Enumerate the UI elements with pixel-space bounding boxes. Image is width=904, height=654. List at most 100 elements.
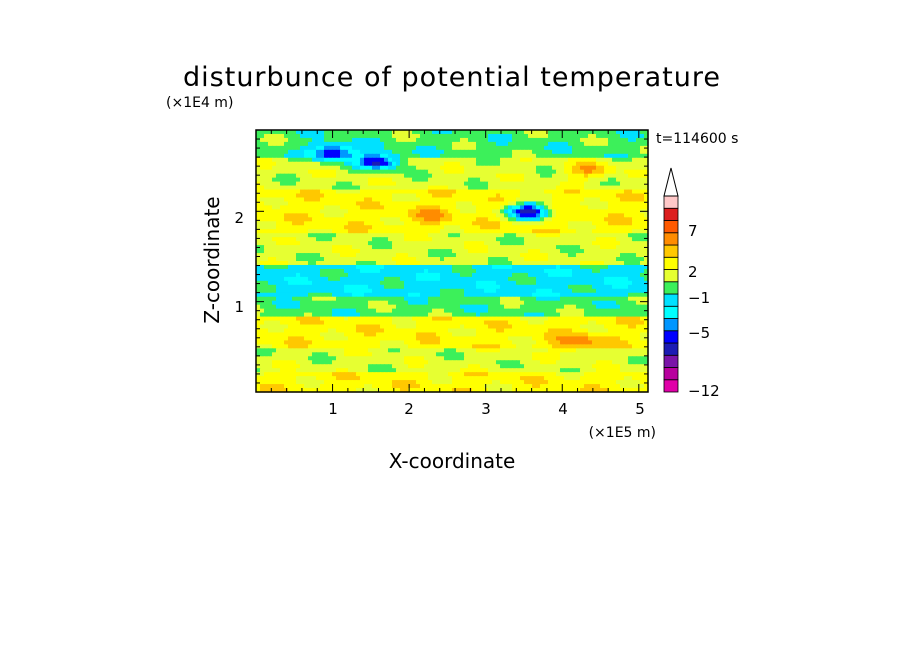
field-cell	[536, 249, 541, 254]
field-cell	[284, 304, 289, 310]
field-cell	[480, 201, 485, 207]
field-cell	[468, 312, 473, 318]
field-cell	[328, 217, 333, 222]
field-cell	[412, 209, 417, 214]
field-cell	[576, 320, 581, 326]
field-cell	[640, 153, 645, 159]
field-cell	[372, 292, 377, 298]
field-cell	[424, 245, 429, 250]
field-cell	[400, 173, 405, 179]
field-cell	[348, 264, 353, 270]
field-cell	[280, 201, 285, 207]
field-cell	[272, 308, 277, 314]
field-cell	[260, 141, 265, 147]
field-cell	[260, 221, 265, 226]
field-cell	[500, 241, 505, 246]
field-cell	[624, 276, 629, 282]
field-cell	[256, 201, 261, 207]
field-cell	[344, 320, 349, 326]
field-cell	[272, 280, 277, 286]
field-cell	[532, 300, 537, 306]
field-cell	[632, 300, 637, 306]
field-cell	[596, 264, 601, 270]
field-cell	[464, 197, 469, 203]
field-cell	[284, 308, 289, 314]
field-cell	[344, 304, 349, 310]
field-cell	[520, 328, 525, 334]
field-cell	[304, 229, 309, 234]
field-cell	[584, 296, 589, 302]
field-cell	[620, 324, 625, 330]
field-cell	[548, 284, 553, 290]
field-cell	[640, 229, 645, 234]
field-cell	[460, 261, 465, 266]
field-cell	[620, 181, 625, 187]
field-cell	[376, 221, 381, 226]
field-cell	[312, 165, 317, 171]
field-cell	[268, 288, 273, 294]
field-cell	[524, 328, 529, 334]
field-cell	[624, 233, 629, 238]
field-cell	[308, 316, 313, 322]
field-cell	[544, 253, 549, 258]
field-cell	[364, 193, 369, 199]
field-cell	[596, 141, 601, 147]
field-cell	[540, 292, 545, 298]
field-cell	[268, 225, 273, 230]
field-cell	[528, 296, 533, 302]
field-cell	[576, 229, 581, 234]
field-cell	[400, 320, 405, 326]
field-cell	[552, 193, 557, 199]
field-cell	[380, 130, 385, 135]
field-cell	[408, 193, 413, 199]
field-cell	[292, 312, 297, 318]
field-cell	[544, 237, 549, 242]
field-cell	[592, 264, 597, 270]
field-cell	[340, 197, 345, 203]
field-cell	[636, 229, 641, 234]
field-cell	[604, 181, 609, 187]
field-cell	[520, 185, 525, 191]
field-cell	[460, 173, 465, 179]
field-cell	[524, 133, 529, 139]
field-cell	[632, 312, 637, 318]
field-cell	[260, 161, 265, 167]
field-cell	[436, 296, 441, 302]
field-cell	[268, 312, 273, 318]
field-cell	[324, 257, 329, 262]
field-cell	[260, 229, 265, 234]
field-cell	[604, 149, 609, 155]
field-cell	[524, 312, 529, 318]
field-cell	[456, 161, 461, 167]
field-cell	[444, 316, 449, 322]
field-cell	[372, 185, 377, 191]
field-cell	[460, 205, 465, 210]
field-cell	[480, 130, 485, 135]
field-cell	[612, 292, 617, 298]
field-cell	[308, 213, 313, 218]
field-cell	[304, 205, 309, 210]
field-cell	[348, 221, 353, 226]
field-cell	[504, 181, 509, 187]
field-cell	[612, 141, 617, 147]
field-cell	[580, 264, 585, 270]
field-cell	[536, 276, 541, 282]
field-cell	[576, 133, 581, 139]
field-cell	[288, 173, 293, 179]
field-cell	[608, 213, 613, 218]
field-cell	[636, 161, 641, 167]
field-cell	[372, 272, 377, 278]
field-cell	[344, 205, 349, 210]
field-cell	[616, 157, 621, 163]
field-cell	[316, 181, 321, 187]
field-cell	[448, 320, 453, 326]
field-cell	[564, 280, 569, 286]
field-cell	[432, 205, 437, 210]
field-cell	[272, 257, 277, 262]
field-cell	[416, 217, 421, 222]
field-cell	[332, 280, 337, 286]
field-cell	[420, 161, 425, 167]
field-cell	[300, 193, 305, 199]
field-cell	[620, 261, 625, 266]
field-cell	[328, 221, 333, 226]
